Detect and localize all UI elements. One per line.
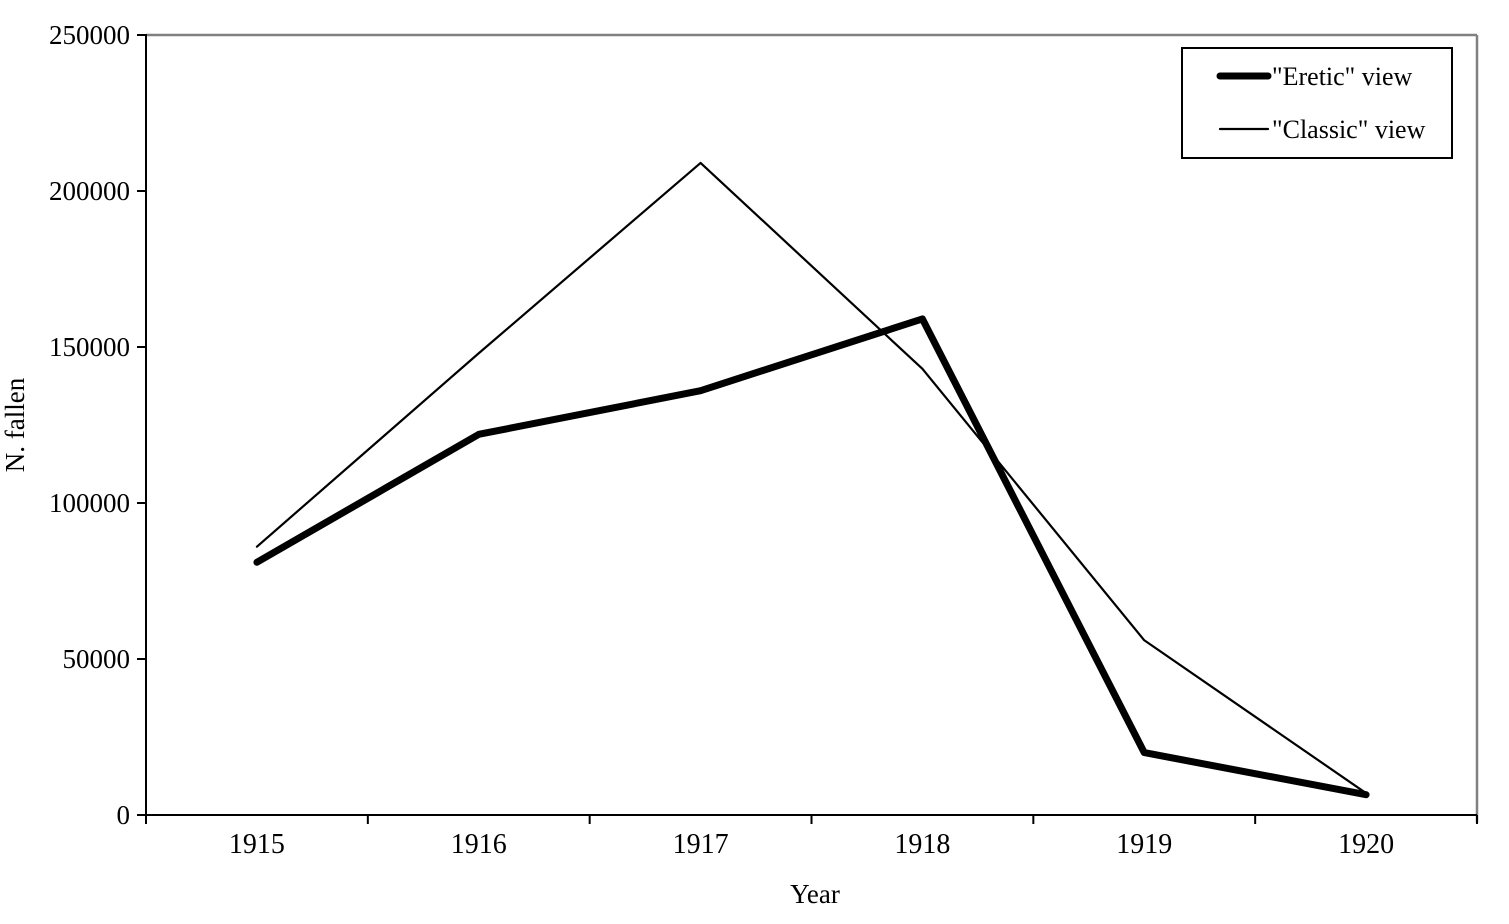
x-tick-label: 1920 [1338, 829, 1394, 860]
legend-label-classic: "Classic" view [1272, 115, 1426, 144]
y-tick-label: 200000 [49, 176, 130, 206]
x-axis-ticks: 1915 1916 1917 1918 1919 1920 [145, 815, 1478, 860]
x-tick-label: 1915 [229, 829, 285, 860]
y-axis-ticks: 0 50000 100000 150000 200000 250000 [49, 20, 146, 830]
series-line-classic [255, 161, 1368, 795]
series-lines [253, 161, 1370, 799]
legend: "Eretic" view "Classic" view [1181, 47, 1453, 159]
y-tick-label: 100000 [49, 488, 130, 518]
y-tick-label: 150000 [49, 332, 130, 362]
y-tick-label: 0 [117, 800, 131, 830]
legend-box [1181, 47, 1453, 159]
x-axis-title: Year [790, 879, 840, 909]
y-axis-title: N. fallen [0, 377, 30, 472]
y-tick-label: 250000 [49, 20, 130, 50]
x-tick-label: 1916 [451, 829, 507, 860]
y-tick-label: 50000 [63, 644, 131, 674]
legend-label-eretic: "Eretic" view [1272, 62, 1413, 91]
series-line-eretic [253, 315, 1370, 799]
x-tick-label: 1918 [894, 829, 950, 860]
x-tick-label: 1919 [1116, 829, 1172, 860]
x-tick-label: 1917 [673, 829, 729, 860]
